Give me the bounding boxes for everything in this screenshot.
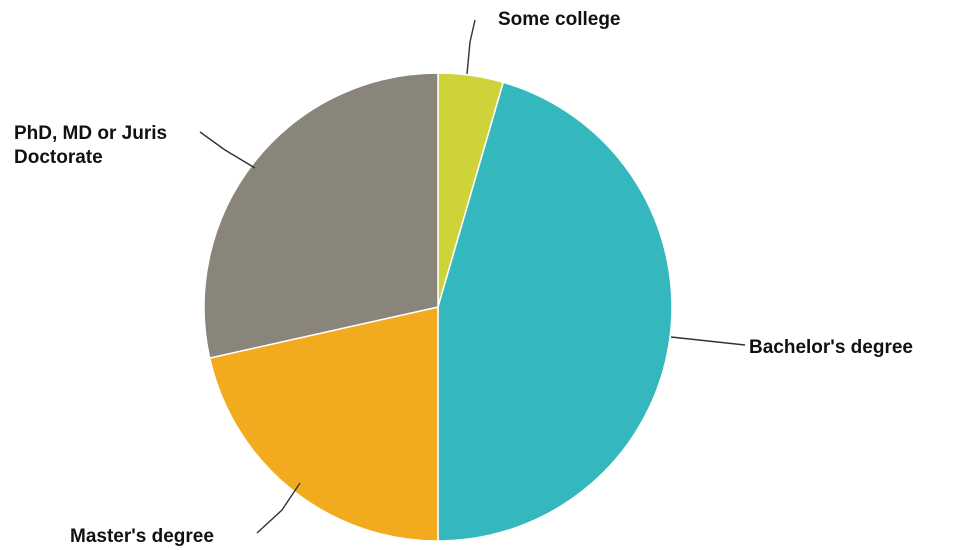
pie-slice-master-s-degree [208, 306, 439, 542]
slice-label-line: Some college [498, 9, 621, 30]
slice-label-some-college: Some college [498, 9, 621, 30]
pie-slice-phd-md-or-juris-doctorate [203, 72, 439, 359]
slice-label-line: Bachelor's degree [749, 337, 913, 358]
slice-label-line: PhD, MD or Juris [14, 123, 167, 144]
leader-lines [199, 19, 746, 534]
slice-label-line: Master's degree [70, 526, 214, 547]
leader-line-bachelor-s-degree [670, 336, 746, 346]
pie-slices [203, 72, 673, 542]
slice-labels: Some college Bachelor's degree Master's de… [14, 9, 913, 547]
leader-line-master-s-degree [256, 482, 301, 534]
slice-label-line: Doctorate [14, 147, 103, 168]
slice-label-phd-md-or-juris-doctorate: PhD, MD or Juris Doctorate [14, 123, 167, 168]
slice-label-master-s-degree: Master's degree [70, 526, 214, 547]
leader-line-some-college [466, 19, 476, 75]
slice-label-bachelor-s-degree: Bachelor's degree [749, 337, 913, 358]
leader-line-phd-md-or-juris-doctorate [199, 131, 256, 169]
pie-slice-bachelor-s-degree [437, 81, 673, 542]
